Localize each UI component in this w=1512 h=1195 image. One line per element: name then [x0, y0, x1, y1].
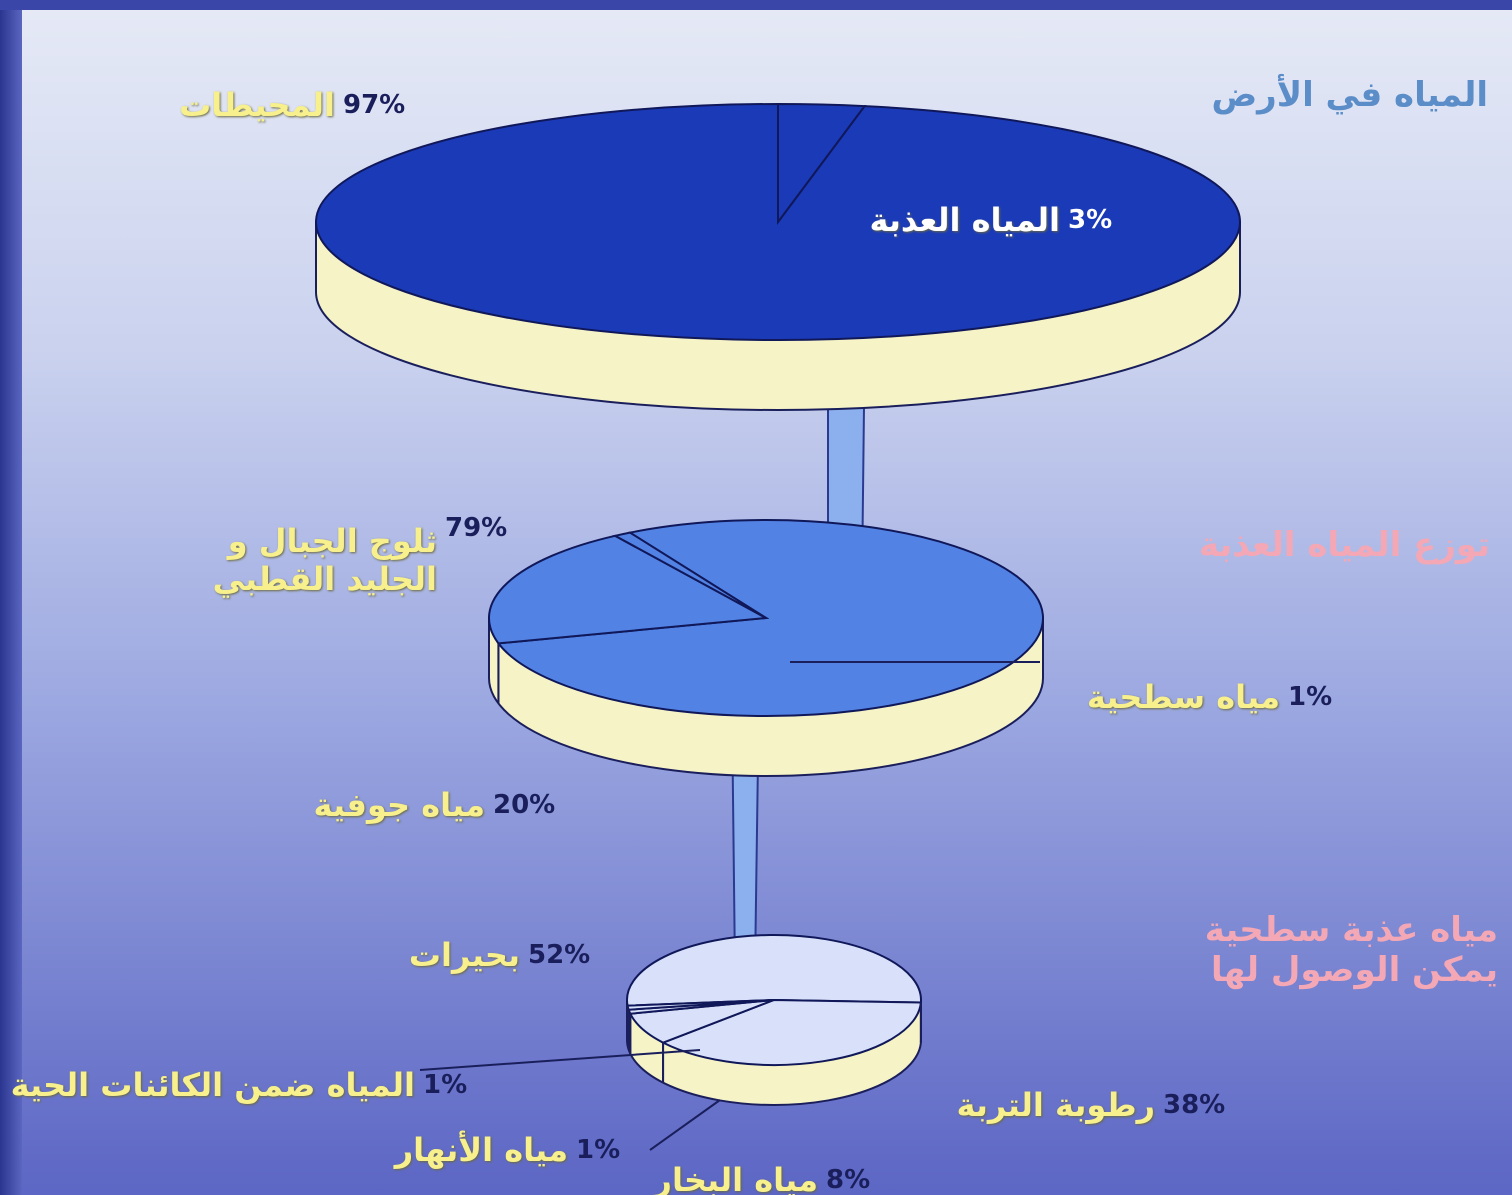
edge [0, 0, 22, 1195]
category-label: مياه الأنهار [394, 1131, 568, 1169]
category-label: المياه ضمن الكائنات الحية [10, 1066, 415, 1104]
value-label: 8% [826, 1165, 871, 1195]
value-label: 38% [1163, 1090, 1226, 1120]
top-bar [0, 0, 1512, 10]
category-label: مياه جوفية [313, 786, 485, 824]
pie-slice [777, 102, 867, 226]
value-label: 3% [1068, 205, 1113, 235]
leader-line [649, 1099, 721, 1151]
pie-slice [488, 534, 770, 645]
value-label: 1% [423, 1070, 468, 1100]
category-label: مياه سطحية [1086, 678, 1280, 716]
value-label: 52% [528, 940, 591, 970]
value-label: 97% [343, 90, 406, 120]
category-label: رطوبة التربة [956, 1086, 1155, 1124]
pie-title: المياه في الأرض [1211, 75, 1488, 115]
value-label: 20% [493, 790, 556, 820]
value-label: 1% [1288, 682, 1333, 712]
pie-slice [660, 998, 922, 1066]
category-label: بحيرات [408, 936, 520, 974]
pie-slice [496, 519, 1044, 717]
category-label: المحيطات [179, 86, 335, 124]
value-label: 79% [445, 513, 508, 543]
category-label: ثلوج الجبال و الجليد القطبي [212, 522, 437, 598]
pie-title: توزع المياه العذبة [1198, 525, 1490, 565]
leader-line [419, 1049, 701, 1071]
category-label: المياه العذبة [869, 201, 1061, 239]
pie-title: مياه عذبة سطحية يمكن الوصول لها [1204, 910, 1498, 990]
pie-slice [612, 531, 767, 619]
category-label: مياه البخار [653, 1161, 818, 1195]
value-label: 1% [576, 1135, 621, 1165]
pie-slice [626, 934, 922, 1007]
